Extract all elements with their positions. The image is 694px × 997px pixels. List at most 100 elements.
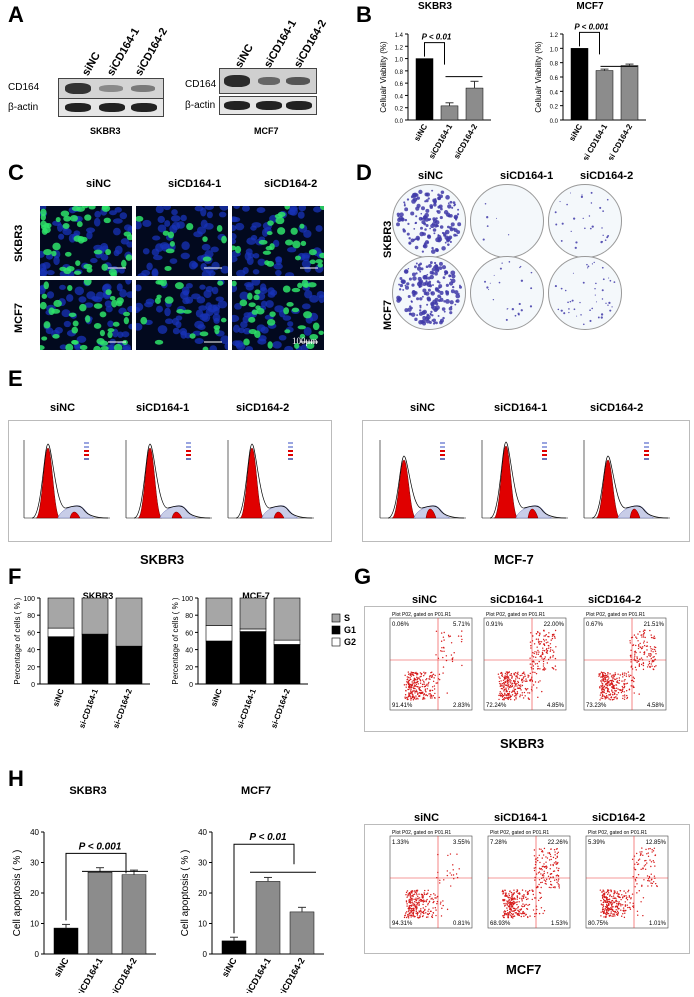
- event-dot: [613, 692, 616, 694]
- event-dot: [417, 686, 419, 688]
- cycle-column-label: siCD164-1: [494, 402, 548, 414]
- event-dot: [605, 916, 607, 919]
- event-dot: [432, 695, 435, 697]
- bar: [221, 940, 247, 955]
- event-dot: [642, 854, 644, 856]
- event-dot: [611, 902, 614, 904]
- colony: [520, 279, 524, 282]
- event-dot: [530, 678, 533, 680]
- colony: [444, 271, 449, 275]
- colony: [404, 207, 409, 212]
- event-dot: [637, 660, 640, 663]
- event-dot: [533, 652, 535, 655]
- event-dot: [644, 860, 646, 862]
- event-dot: [623, 684, 625, 686]
- event-dot: [532, 909, 535, 911]
- nucleus-green: [202, 256, 212, 262]
- event-dot: [526, 688, 529, 690]
- nucleus-blue: [201, 270, 212, 276]
- event-dot: [426, 688, 429, 690]
- event-dot: [537, 649, 539, 652]
- event-dot: [537, 665, 539, 668]
- event-dot: [506, 683, 509, 685]
- event-dot: [555, 862, 557, 864]
- nucleus-blue: [315, 225, 323, 232]
- event-dot: [540, 873, 542, 875]
- event-dot: [611, 915, 613, 917]
- event-dot: [509, 681, 511, 683]
- nucleus-blue: [199, 284, 206, 290]
- nucleus-blue: [155, 243, 164, 252]
- fit-curve: [489, 441, 567, 519]
- colony: [518, 302, 521, 306]
- event-dot: [606, 901, 609, 904]
- colony: [438, 266, 443, 271]
- nucleus-blue: [116, 283, 123, 292]
- event-dot: [636, 657, 638, 660]
- colony: [431, 271, 435, 275]
- colony: [421, 206, 425, 211]
- event-dot: [616, 681, 618, 683]
- nucleus-blue: [180, 214, 187, 222]
- event-dot: [623, 694, 626, 696]
- colony: [410, 195, 414, 199]
- event-dot: [506, 909, 509, 912]
- nucleus-blue: [301, 254, 310, 262]
- event-dot: [426, 898, 428, 901]
- event-dot: [451, 658, 454, 661]
- event-dot: [611, 690, 613, 692]
- event-dot: [611, 900, 613, 902]
- histogram-legend-mark: [186, 454, 191, 456]
- y-tick-label: 60: [185, 630, 193, 637]
- event-dot: [518, 911, 521, 913]
- significance-bracket: [424, 42, 445, 65]
- blot-cell-line-label: SKBR3: [90, 126, 121, 136]
- nucleus-green: [294, 342, 300, 349]
- nucleus-blue: [142, 248, 150, 255]
- bar: [87, 872, 113, 955]
- colony: [601, 298, 604, 300]
- event-dot: [449, 635, 452, 637]
- event-dot: [407, 698, 409, 701]
- event-dot: [513, 907, 516, 910]
- colony: [488, 289, 490, 291]
- quadrant-ur: 22.26%: [548, 840, 569, 846]
- x-tick-label: siCD164-2: [276, 956, 306, 993]
- event-dot: [537, 696, 539, 699]
- nucleus-green: [72, 320, 79, 327]
- event-dot: [538, 660, 540, 663]
- event-dot: [650, 650, 652, 652]
- event-dot: [554, 657, 557, 660]
- event-dot: [503, 914, 506, 916]
- event-dot: [608, 909, 610, 911]
- event-dot: [516, 895, 518, 898]
- nucleus-blue: [252, 269, 260, 275]
- event-dot: [632, 875, 634, 878]
- event-dot: [646, 649, 648, 651]
- event-dot: [409, 692, 412, 695]
- nucleus-blue: [220, 335, 228, 345]
- event-dot: [409, 910, 412, 912]
- event-dot: [545, 878, 548, 881]
- nucleus-green: [307, 282, 317, 288]
- nucleus-green: [107, 331, 113, 339]
- event-dot: [632, 676, 635, 678]
- blot-cd164-band-box: [219, 68, 317, 94]
- event-dot: [504, 899, 506, 901]
- colony: [518, 313, 520, 316]
- colony: [430, 291, 435, 296]
- nucleus-blue: [209, 345, 218, 350]
- nucleus-green: [99, 329, 106, 337]
- nucleus-green: [116, 297, 124, 304]
- micro-row-label: MCF7: [13, 303, 25, 333]
- event-dot: [425, 900, 427, 903]
- event-dot: [630, 666, 633, 668]
- event-dot: [634, 666, 637, 669]
- colony: [435, 217, 438, 220]
- legend-label: S: [344, 613, 350, 623]
- nucleus-green: [40, 208, 47, 217]
- legend-label: G1: [344, 625, 356, 635]
- colony: [411, 272, 416, 277]
- colony: [442, 316, 445, 320]
- colony: [601, 266, 604, 269]
